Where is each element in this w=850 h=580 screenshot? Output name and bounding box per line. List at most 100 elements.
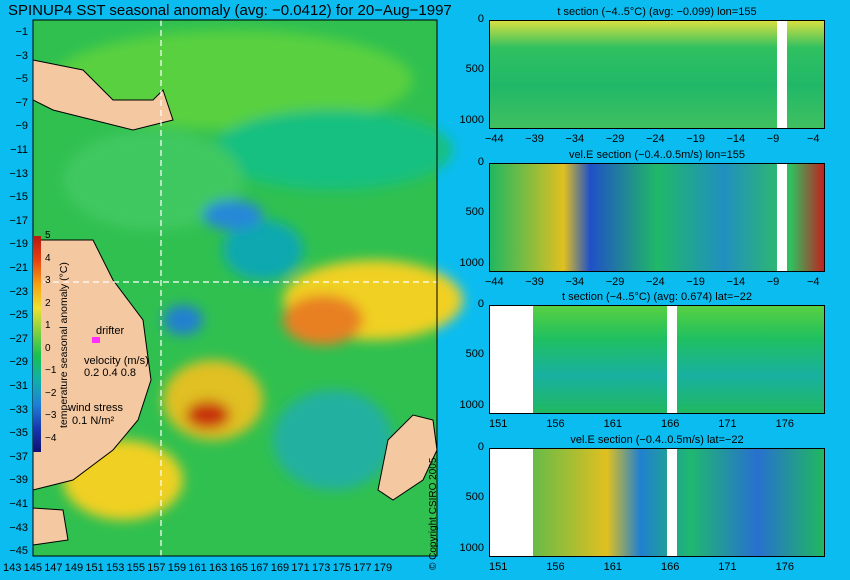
longitude-tick-label: 159 [167,562,187,574]
longitude-tick-label: 175 [332,562,351,574]
colorbar-tick-label: −3 [45,410,57,421]
longitude-tick-label: 179 [373,562,393,574]
longitude-tick-label: 155 [126,562,145,574]
colorbar-tick-label: 5 [45,230,51,241]
colorbar [33,236,41,452]
latitude-tick-label: −13 [9,167,28,180]
latitude-tick-label: −23 [9,285,28,298]
section-x-tick-label: −19 [686,276,705,288]
depth-tick-label: 500 [465,206,484,219]
land-mask [490,306,534,413]
section-x-tick-label: −9 [766,133,780,145]
latitude-tick-label: −27 [9,332,28,345]
section-x-tick-label: −4 [807,133,820,145]
sst-anomaly-map[interactable] [32,19,463,557]
velocity-scale: 0.2 0.4 0.8 [84,367,136,379]
colorbar-tick-label: 4 [45,252,51,264]
colorbar-tick-label: −1 [45,365,57,376]
longitude-tick-label: 165 [229,562,248,574]
section-x-tick-label: −29 [605,133,625,145]
section-x-tick-label: 156 [546,561,565,573]
latitude-tick-label: −43 [9,521,28,534]
section-x-tick-label: 171 [718,561,737,573]
section-x-tick-label: 166 [660,418,680,430]
section-x-tick-label: −34 [565,133,585,145]
missing-data-gap [777,21,788,128]
depth-tick-label: 0 [477,441,484,453]
section-x-tick-label: −9 [766,276,780,288]
colorbar-tick-label: 3 [45,275,51,286]
panel-title-3: t section (−4..5°C) (avg: 0.674) lat=−22 [562,291,752,303]
latitude-tick-label: −25 [9,309,28,322]
section-x-tick-label: −4 [807,276,820,288]
longitude-tick-label: 151 [85,562,104,574]
latitude-tick-label: −15 [9,191,28,204]
copyright-notice: © Copyright CSIRO 2005 [428,457,439,570]
vel-section-lon155-panel[interactable] [489,163,825,272]
latitude-tick-label: −31 [9,380,28,392]
longitude-tick-label: 161 [188,562,207,574]
missing-data-gap [667,449,678,556]
depth-tick-label: 1000 [459,399,484,412]
longitude-tick-label: 149 [64,562,84,574]
longitude-tick-label: 145 [23,562,42,574]
section-x-tick-label: 176 [775,418,794,430]
latitude-tick-label: −9 [15,120,28,133]
section-x-tick-label: 161 [603,561,622,573]
section-x-tick-label: −39 [525,276,544,288]
latitude-tick-label: −11 [10,144,28,156]
panel-title-2: vel.E section (−0.4..0.5m/s) lon=155 [568,149,746,161]
section-x-tick-label: −19 [686,133,705,145]
depth-tick-label: 1000 [459,542,484,555]
longitude-tick-label: 169 [270,562,290,574]
latitude-tick-label: −1 [15,26,28,38]
section-x-tick-label: −44 [485,133,504,145]
latitude-tick-label: −41 [9,498,28,510]
colorbar-tick-label: −4 [45,432,57,444]
latitude-tick-label: −33 [9,403,28,416]
longitude-tick-label: 177 [353,562,372,574]
latitude-tick-label: −19 [9,238,28,251]
depth-tick-label: 500 [465,63,484,76]
latitude-tick-label: −5 [15,73,28,86]
wind-stress-label: wind stress [68,402,124,414]
section-x-tick-label: 171 [718,418,737,430]
section-x-tick-label: 166 [660,561,680,573]
latitude-tick-label: −21 [9,262,28,274]
longitude-tick-label: 173 [312,562,331,574]
longitude-tick-label: 163 [209,562,228,574]
section-x-tick-label: −14 [726,276,746,288]
longitude-tick-label: 171 [291,562,310,574]
t-section-lat22-panel[interactable] [489,305,825,414]
longitude-tick-label: 167 [250,562,269,574]
vel-section-lat22-panel[interactable] [489,448,825,557]
wind-stress-value: 0.1 N/m² [72,415,115,427]
depth-tick-label: 500 [465,348,484,361]
latitude-tick-label: −29 [9,356,28,369]
colorbar-tick-label: 1 [45,320,51,331]
land-mask [490,449,534,556]
t-section-lon155-panel[interactable] [489,20,825,129]
section-x-tick-label: −14 [726,133,746,145]
latitude-tick-label: −3 [15,49,28,62]
longitude-tick-label: 147 [44,562,63,574]
colorbar-tick-label: 0 [45,342,51,354]
section-x-tick-label: −24 [646,276,665,288]
latitude-tick-label: −39 [9,474,28,487]
missing-data-gap [667,306,678,413]
panel-title-1: t section (−4..5°C) (avg: −0.099) lon=15… [557,6,757,18]
latitude-tick-label: −35 [9,427,28,440]
longitude-tick-label: 143 [3,562,22,574]
section-x-tick-label: 151 [489,418,508,430]
depth-tick-label: 0 [477,156,484,168]
depth-tick-label: 1000 [459,257,484,270]
velocity-label: velocity (m/s) [84,355,149,367]
drifter-icon [92,337,100,343]
section-x-tick-label: −34 [565,276,585,288]
missing-data-gap [777,164,788,271]
section-x-tick-label: −44 [485,276,504,288]
longitude-tick-label: 153 [106,562,125,574]
latitude-tick-label: −17 [9,214,28,227]
section-x-tick-label: −39 [525,133,544,145]
colorbar-tick-label: 2 [45,297,51,309]
